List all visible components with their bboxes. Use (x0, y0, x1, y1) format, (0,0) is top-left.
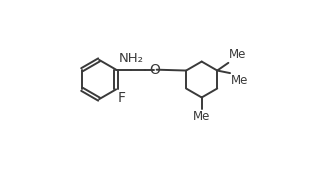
Text: Me: Me (229, 48, 246, 62)
Text: F: F (118, 91, 125, 105)
Text: NH₂: NH₂ (119, 52, 144, 65)
Text: Me: Me (230, 74, 248, 87)
Text: Me: Me (193, 110, 210, 123)
Text: O: O (150, 63, 161, 77)
